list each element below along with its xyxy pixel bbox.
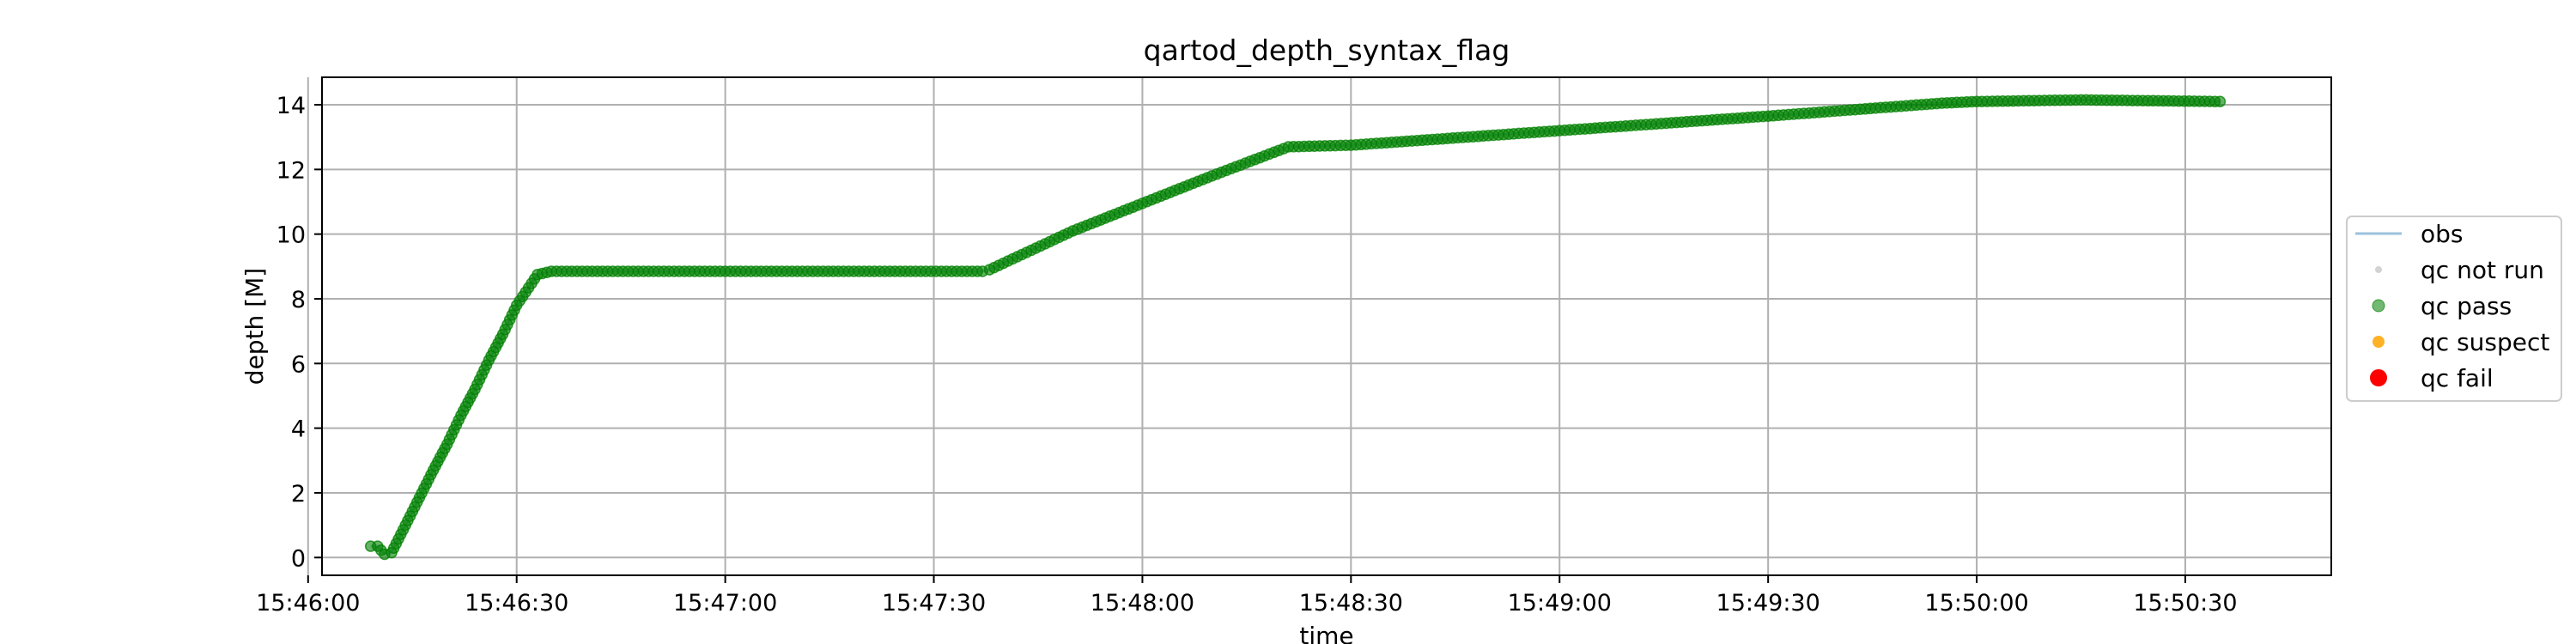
legend-label-qc-pass: qc pass (2421, 292, 2512, 320)
y-tick-label: 10 (276, 222, 306, 249)
qc-pass-point (2214, 95, 2227, 107)
x-tick-label: 15:49:00 (1508, 590, 1612, 617)
y-tick-label: 12 (276, 157, 306, 184)
legend: obs qc not run qc pass qc suspect qc fai… (2346, 216, 2562, 402)
x-tick-label: 15:47:00 (673, 590, 777, 617)
legend-label-qc-suspect: qc suspect (2421, 328, 2549, 356)
plot-border (321, 76, 2332, 576)
legend-label-qc-fail: qc fail (2421, 364, 2494, 392)
x-tick-label: 15:48:00 (1091, 590, 1194, 617)
y-tick-label: 8 (291, 287, 306, 313)
legend-box (2346, 216, 2562, 402)
legend-label-qc-not-run: qc not run (2421, 256, 2544, 284)
legend-label-obs: obs (2421, 220, 2464, 248)
legend-marker-qc-not-run (2375, 266, 2382, 273)
y-tick-label: 4 (291, 416, 306, 443)
y-axis-label: depth [M] (240, 268, 269, 385)
legend-marker-qc-fail (2370, 369, 2387, 386)
y-axis: 0 2 4 6 8 10 12 14 (276, 93, 322, 572)
chart-title: qartod_depth_syntax_flag (1144, 33, 1510, 67)
y-tick-label: 2 (291, 481, 306, 507)
x-tick-label: 15:50:00 (1924, 590, 2028, 617)
grid (307, 77, 2331, 575)
x-tick-label: 15:50:30 (2133, 590, 2237, 617)
y-tick-label: 6 (291, 351, 306, 378)
y-tick-label: 0 (291, 545, 306, 572)
x-tick-label: 15:49:30 (1716, 590, 1820, 617)
x-tick-label: 15:48:30 (1299, 590, 1403, 617)
legend-marker-qc-pass (2372, 299, 2385, 313)
x-axis: 15:46:00 15:46:30 15:47:00 15:47:30 15:48:00… (256, 575, 2238, 617)
data-points (364, 94, 2227, 561)
x-tick-label: 15:47:30 (882, 590, 986, 617)
x-axis-label: time (1299, 622, 1353, 644)
legend-marker-qc-suspect (2372, 336, 2385, 348)
x-tick-label: 15:46:00 (256, 590, 360, 617)
x-tick-label: 15:46:30 (465, 590, 568, 617)
plot-area (322, 77, 2331, 575)
plot-frame-group (322, 77, 2331, 575)
y-tick-label: 14 (276, 93, 306, 119)
